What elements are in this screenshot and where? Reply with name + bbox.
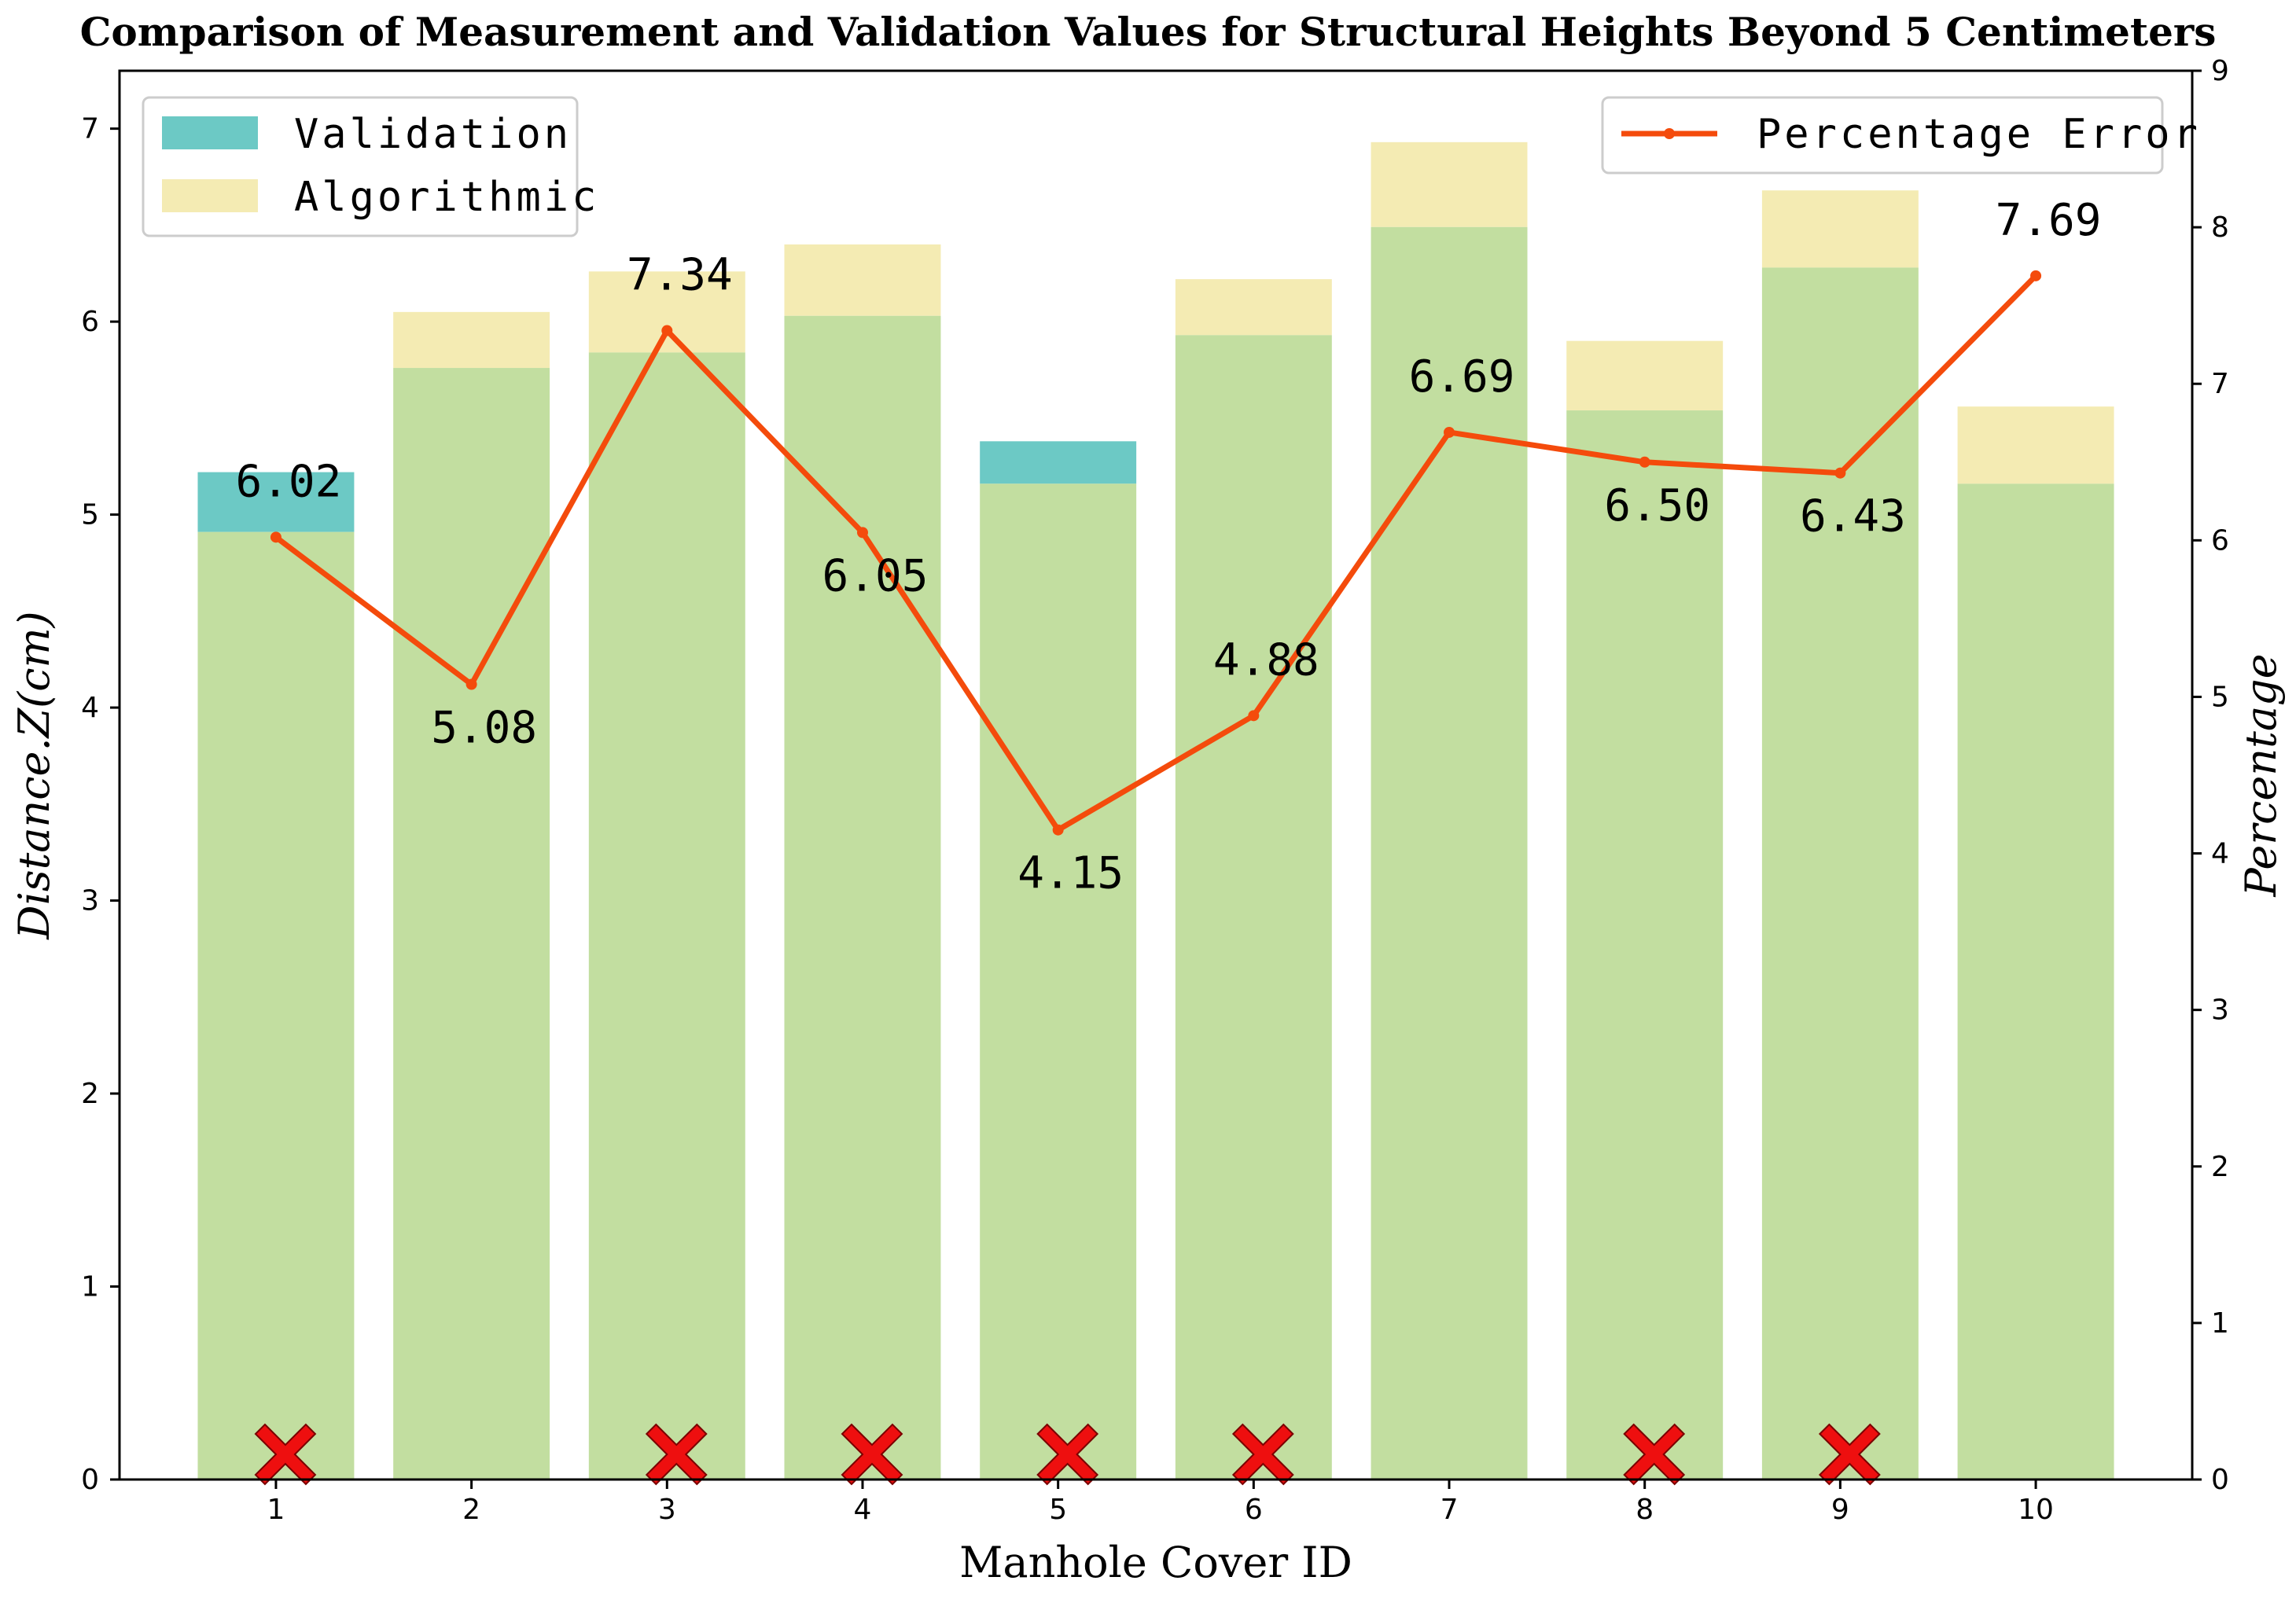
bar-overlap-3 — [588, 352, 745, 1480]
data-labels-group: 6.02 5.08 7.34 6.05 4.15 4.88 6.69 6.50 6.43 7.69 — [236, 195, 2102, 899]
x-tick-label-6: 6 — [1245, 1494, 1263, 1526]
y2-tick-label-1: 1 — [2211, 1307, 2229, 1340]
chart-title: Comparison of Measurement and Validation… — [80, 9, 2217, 55]
bar-overlap-8 — [1566, 410, 1724, 1480]
y2-tick-label-5: 5 — [2211, 681, 2229, 713]
error-marker-3 — [645, 1423, 708, 1486]
percentage-line-group — [270, 270, 2042, 836]
data-label-9: 6.43 — [1800, 491, 1906, 542]
bar-overlap-9 — [1761, 267, 1919, 1480]
x-tick-label-2: 2 — [462, 1494, 480, 1526]
bar-validation-5 — [980, 441, 1137, 484]
y2-tick-label-8: 8 — [2211, 211, 2229, 244]
data-label-1: 6.02 — [236, 456, 342, 507]
bar-overlap-6 — [1175, 335, 1332, 1480]
y-axis-label: Distance.Z(cm) — [9, 611, 59, 939]
bar-overlap-10 — [1957, 483, 2114, 1480]
y-tick-label-5: 5 — [81, 499, 99, 531]
data-label-2: 5.08 — [431, 703, 537, 754]
error-markers-group — [254, 1423, 1881, 1486]
percentage-point-1 — [270, 531, 281, 543]
percentage-point-3 — [661, 325, 673, 336]
bar-algorithmic-9 — [1761, 190, 1919, 268]
x-tick-label-3: 3 — [658, 1494, 676, 1526]
data-label-3: 7.34 — [627, 250, 733, 301]
bar-algorithmic-4 — [784, 244, 941, 316]
legend-label-algorithmic: Algorithmic — [294, 174, 599, 221]
y2-tick-label-0: 0 — [2211, 1464, 2229, 1496]
bar-algorithmic-8 — [1566, 340, 1724, 411]
legend-right-frame — [1601, 96, 2164, 175]
error-marker-1 — [254, 1423, 317, 1486]
legend-right: Percentage Error — [1601, 96, 2201, 175]
error-marker-4 — [841, 1423, 903, 1486]
y2-tick-label-6: 6 — [2211, 524, 2229, 557]
y2-tick-label-2: 2 — [2211, 1151, 2229, 1183]
percentage-point-10 — [2030, 270, 2042, 281]
right-axis-ticks: 0 1 2 3 4 5 6 7 8 9 — [2192, 55, 2229, 1496]
x-tick-label-4: 4 — [854, 1494, 872, 1526]
legend-marker-percentage — [1664, 128, 1675, 139]
error-marker-8 — [1623, 1423, 1686, 1486]
bar-algorithmic-2 — [393, 311, 550, 369]
x-axis-label: Manhole Cover ID — [959, 1538, 1352, 1587]
y-tick-label-6: 6 — [81, 306, 99, 338]
error-marker-5 — [1036, 1423, 1099, 1486]
x-tick-label-7: 7 — [1441, 1494, 1459, 1526]
data-label-10: 7.69 — [1996, 195, 2102, 246]
percentage-point-5 — [1052, 824, 1064, 836]
percentage-point-4 — [856, 527, 868, 539]
y-tick-label-7: 7 — [81, 113, 99, 145]
plot-frame — [118, 69, 2194, 1481]
data-label-7: 6.69 — [1409, 351, 1515, 403]
error-marker-9 — [1818, 1423, 1881, 1486]
left-axis-ticks: 0 1 2 3 4 5 6 7 — [81, 113, 120, 1496]
bar-overlap-1 — [197, 531, 355, 1480]
error-marker-6 — [1231, 1423, 1294, 1486]
legend-label-validation: Validation — [294, 111, 572, 158]
y-tick-label-0: 0 — [81, 1464, 99, 1496]
y2-tick-label-7: 7 — [2211, 368, 2229, 400]
bar-overlap-5 — [980, 483, 1137, 1480]
data-label-8: 6.50 — [1604, 480, 1710, 531]
bar-overlap-2 — [393, 368, 550, 1480]
bar-algorithmic-7 — [1371, 142, 1528, 227]
legend-label-percentage: Percentage Error — [1757, 111, 2201, 158]
y2-axis-label: Percentage — [2236, 653, 2286, 897]
y-tick-label-2: 2 — [81, 1078, 99, 1110]
percentage-point-2 — [465, 678, 477, 690]
bar-validation-1 — [197, 472, 355, 532]
y-tick-label-3: 3 — [81, 885, 99, 917]
x-tick-label-1: 1 — [267, 1494, 285, 1526]
bar-algorithmic-3 — [588, 271, 745, 353]
x-axis-ticks: 1 2 3 4 5 6 7 8 9 10 — [267, 1480, 2054, 1526]
percentage-error-line — [274, 274, 2038, 833]
bars-group — [197, 142, 2114, 1480]
y2-tick-label-4: 4 — [2211, 838, 2229, 870]
y-tick-label-1: 1 — [81, 1271, 99, 1303]
legend-left: Validation Algorithmic — [142, 96, 599, 237]
bar-algorithmic-10 — [1957, 406, 2114, 484]
legend-swatch-algorithmic — [162, 179, 258, 212]
data-label-4: 6.05 — [822, 550, 929, 601]
y2-tick-label-3: 3 — [2211, 994, 2229, 1027]
percentage-point-9 — [1834, 467, 1846, 479]
bar-algorithmic-6 — [1175, 279, 1332, 336]
data-label-5: 4.15 — [1017, 848, 1124, 899]
y2-tick-label-9: 9 — [2211, 55, 2229, 87]
x-tick-label-8: 8 — [1636, 1494, 1654, 1526]
percentage-point-6 — [1248, 710, 1260, 722]
x-tick-label-10: 10 — [2018, 1494, 2054, 1526]
percentage-point-8 — [1639, 456, 1650, 468]
y-tick-label-4: 4 — [81, 692, 99, 724]
x-tick-label-5: 5 — [1049, 1494, 1067, 1526]
bar-overlap-4 — [784, 315, 941, 1480]
percentage-point-7 — [1444, 426, 1455, 438]
bar-overlap-7 — [1371, 226, 1528, 1480]
legend-swatch-validation — [162, 116, 258, 149]
data-label-6: 4.88 — [1213, 634, 1319, 686]
plot-area: 6.02 5.08 7.34 6.05 4.15 4.88 6.69 6.50 6.43 7.69… — [81, 55, 2229, 1526]
x-tick-label-9: 9 — [1831, 1494, 1849, 1526]
